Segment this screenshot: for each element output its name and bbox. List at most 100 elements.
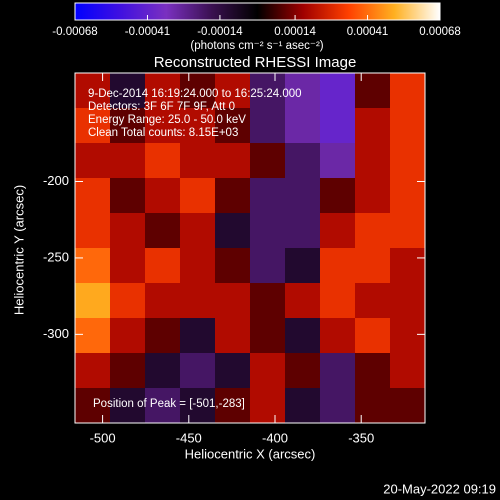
heatmap-cell [110, 108, 146, 144]
heatmap-cell [320, 213, 356, 249]
colorbar-tick-label: -0.00068 [52, 26, 97, 38]
heatmap-cell [215, 388, 251, 424]
x-tick-label: -500 [90, 430, 116, 445]
heatmap-cell [180, 388, 216, 424]
heatmap-cell [390, 108, 426, 144]
heatmap-cell [355, 108, 391, 144]
heatmap-cell [180, 283, 216, 319]
heatmap-cell [320, 388, 356, 424]
y-tick-label: -200 [43, 173, 69, 188]
heatmap-cell [75, 388, 111, 424]
heatmap-cell [320, 73, 356, 109]
chart-title: Reconstructed RHESSI Image [154, 54, 357, 71]
x-tick-label: -350 [348, 430, 374, 445]
heatmap-cell [355, 178, 391, 214]
heatmap-cell [390, 143, 426, 179]
colorbar-tick-label: 0.00068 [419, 26, 461, 38]
heatmap-cell [285, 73, 321, 109]
heatmap-cell [110, 73, 146, 109]
heatmap-cell [215, 213, 251, 249]
heatmap-cell [390, 353, 426, 389]
heatmap-cell [145, 318, 181, 354]
colorbar-label: (photons cm⁻² s⁻¹ asec⁻²) [190, 40, 323, 52]
heatmap-cell [390, 318, 426, 354]
heatmap-cell [250, 283, 286, 319]
heatmap-cell [320, 248, 356, 284]
heatmap-cell [355, 388, 391, 424]
heatmap-cell [355, 143, 391, 179]
heatmap-cell [390, 248, 426, 284]
heatmap-cell [320, 353, 356, 389]
heatmap-cell [110, 353, 146, 389]
annotation: 9-Dec-2014 16:19:24.000 to 16:25:24.000 [88, 88, 302, 100]
heatmap-cell [145, 108, 181, 144]
heatmap-cell [250, 73, 286, 109]
x-tick-label: -400 [262, 430, 288, 445]
heatmap-cell [250, 178, 286, 214]
heatmap-cell [215, 178, 251, 214]
colorbar-tick-label: 0.00014 [274, 26, 316, 38]
heatmap-cell [320, 318, 356, 354]
heatmap-cell [75, 178, 111, 214]
heatmap-cell [285, 318, 321, 354]
heatmap-cell [390, 178, 426, 214]
heatmap-cell [215, 283, 251, 319]
heatmap-cell [355, 73, 391, 109]
heatmap-cell [110, 143, 146, 179]
colorbar [74, 2, 441, 21]
heatmap-cell [320, 143, 356, 179]
heatmap-cell [145, 248, 181, 284]
heatmap-cell [180, 318, 216, 354]
heatmap-cell [285, 108, 321, 144]
heatmap-cell [285, 178, 321, 214]
peak-label: Position of Peak = [-501,-283] [93, 398, 245, 410]
y-tick-label: -250 [43, 249, 69, 264]
heatmap-cell [75, 353, 111, 389]
heatmap-cell [285, 213, 321, 249]
heatmap-cell [215, 143, 251, 179]
heatmap-cell [250, 388, 286, 424]
heatmap-cell [250, 143, 286, 179]
x-axis-label: Heliocentric X (arcsec) [185, 446, 316, 461]
heatmap-cell [355, 283, 391, 319]
heatmap-cell [285, 388, 321, 424]
heatmap-cell [355, 213, 391, 249]
heatmap-cell [250, 108, 286, 144]
heatmap-cell [355, 248, 391, 284]
y-tick-label: -300 [43, 326, 69, 341]
heatmap-cell [145, 353, 181, 389]
heatmap-cell [285, 248, 321, 284]
colorbar-tick-label: -0.00014 [197, 26, 243, 38]
heatmap-cell [250, 353, 286, 389]
heatmap-cell [250, 318, 286, 354]
heatmap-cell [110, 318, 146, 354]
heatmap-cell [215, 248, 251, 284]
heatmap-cell [390, 388, 426, 424]
heatmap-cell [355, 353, 391, 389]
heatmap-cell [75, 213, 111, 249]
footer: 20-May-2022 09:19 [383, 481, 496, 496]
heatmap-cell [110, 248, 146, 284]
heatmap-cell [355, 318, 391, 354]
heatmap-cell [110, 283, 146, 319]
heatmap-cell [320, 178, 356, 214]
heatmap-cell [390, 73, 426, 109]
x-tick-label: -450 [176, 430, 202, 445]
heatmap-cell [320, 108, 356, 144]
heatmap-cell [75, 283, 111, 319]
heatmap-cell [145, 73, 181, 109]
plot-frame [74, 72, 426, 424]
heatmap-cell [180, 353, 216, 389]
heatmap-cell [285, 283, 321, 319]
annotation: Detectors: 3F 6F 7F 9F, Att 0 [88, 101, 235, 113]
y-axis-label: Heliocentric Y (arcsec) [11, 185, 26, 315]
heatmap-cell [320, 283, 356, 319]
heatmap-cell [285, 353, 321, 389]
heatmap-cell [215, 318, 251, 354]
heatmap-cell [145, 178, 181, 214]
heatmap-cell [180, 213, 216, 249]
heatmap-cell [180, 108, 216, 144]
heatmap-cell [145, 143, 181, 179]
annotation: Clean Total counts: 8.15E+03 [88, 127, 238, 139]
